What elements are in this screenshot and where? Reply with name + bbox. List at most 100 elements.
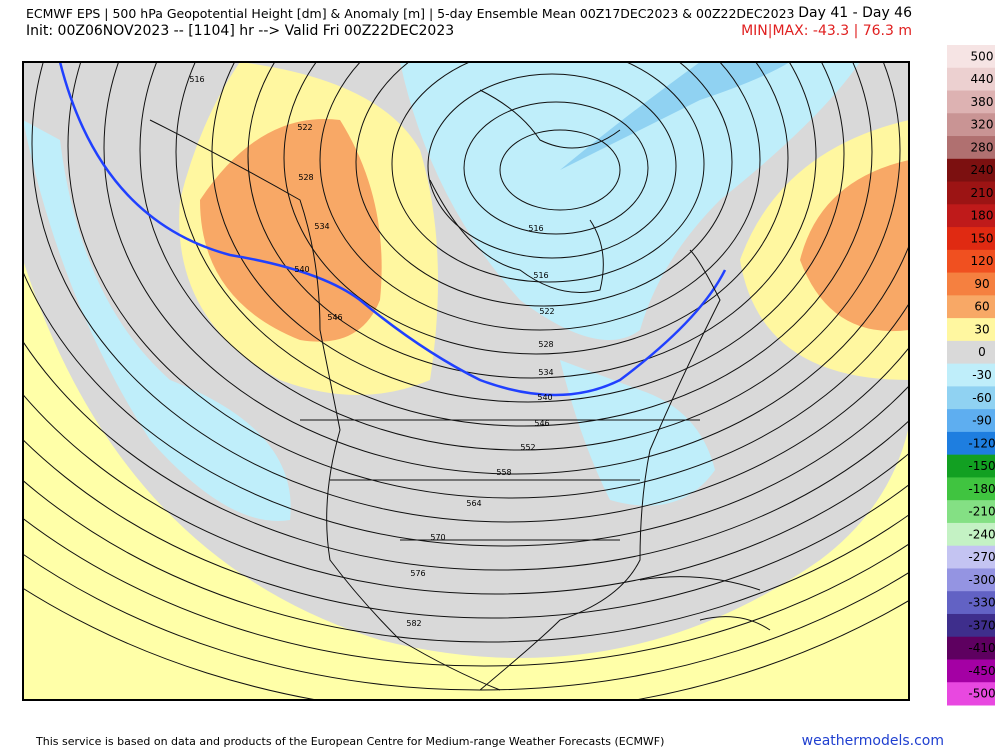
contour-label: 534 (314, 222, 329, 231)
colorbar-swatch (947, 249, 995, 274)
contour-label: 558 (496, 468, 511, 477)
minmax: MIN|MAX: -43.3 | 76.3 m (741, 23, 912, 39)
contour-label: 516 (528, 224, 543, 233)
colorbar-label: -330 (968, 596, 995, 610)
colorbar-swatch (947, 568, 995, 592)
colorbar-swatch (947, 318, 995, 342)
contour-line (391, 62, 705, 283)
colorbar-label: -240 (968, 527, 995, 541)
contour-line (139, 62, 901, 451)
contour-label: 540 (294, 265, 309, 274)
contour-label: 522 (297, 123, 312, 132)
days: Day 41 - Day 46 (798, 5, 912, 21)
contour-line (247, 62, 817, 379)
colorbar-label: -450 (968, 664, 995, 678)
colorbar-label: -210 (968, 505, 995, 519)
colorbar-swatch (947, 204, 995, 228)
contour-label: 528 (298, 173, 313, 182)
colorbar-swatch (947, 67, 995, 92)
contour-line (427, 73, 677, 259)
colorbar-label: 30 (974, 322, 989, 336)
colorbar-swatch (947, 477, 995, 501)
colorbar-label: 320 (971, 118, 994, 132)
contour-label: 540 (537, 393, 552, 402)
map-field (23, 62, 909, 700)
contour-line (23, 340, 909, 571)
contour-label: 570 (430, 533, 445, 542)
contour-line (23, 479, 909, 643)
colorbar-swatch (947, 682, 995, 706)
colorbar-swatch (947, 500, 995, 524)
colorbar-swatch (947, 454, 995, 478)
colorbar-swatch (947, 181, 995, 205)
colorbar-label: 380 (971, 95, 994, 109)
colorbar-swatch (947, 363, 995, 387)
colorbar-swatch (947, 295, 995, 319)
contour-line (23, 393, 909, 595)
contour-line (23, 438, 909, 619)
contour-label: 516 (533, 271, 548, 280)
colorbar-label: 150 (971, 231, 994, 245)
colorbar-label: -300 (968, 573, 995, 587)
contour-label: 582 (406, 619, 421, 628)
colorbar-label: 180 (971, 209, 994, 223)
contour-line (175, 62, 873, 427)
colorbar-swatch (947, 409, 995, 433)
colorbar-swatch (947, 45, 995, 69)
colorbar-label: -500 (968, 687, 995, 701)
colorbar-swatch (947, 431, 995, 456)
contour-label: 564 (466, 499, 481, 508)
colorbar-swatch (947, 659, 995, 683)
colorbar-swatch (947, 227, 995, 251)
colorbar-label: -270 (968, 550, 995, 564)
colorbar-swatch (947, 613, 995, 638)
colorbar-swatch (947, 158, 995, 183)
contour-line (463, 101, 649, 235)
contour-line (319, 62, 761, 331)
colorbar-swatch (947, 113, 995, 137)
colorbar-label: -60 (972, 391, 992, 405)
map-frame (22, 61, 910, 701)
colorbar-label: 500 (971, 49, 994, 63)
colorbar-label: -120 (968, 436, 995, 450)
disclaimer: This service is based on data and produc… (35, 735, 664, 748)
contour-line (23, 270, 909, 547)
colorbar-swatch (947, 340, 995, 365)
colorbar-label: 440 (971, 72, 994, 86)
contour-line (31, 62, 909, 523)
contour-line (211, 62, 845, 403)
contour-line (283, 62, 789, 355)
contour-label: 528 (538, 340, 553, 349)
init: Init: 00Z06NOV2023 -- [1104] hr --> Vali… (26, 23, 455, 39)
colorbar-label: 60 (974, 300, 989, 314)
contour-line (23, 517, 909, 667)
contour-label: 552 (520, 443, 535, 452)
colorbar-label: -410 (968, 641, 995, 655)
colorbar-label: -180 (968, 482, 995, 496)
colorbar-swatch (947, 136, 995, 160)
colorbar-label: 210 (971, 186, 994, 200)
colorbar-label: -150 (968, 459, 995, 473)
colorbar-swatch (947, 272, 995, 296)
colorbar-label: 240 (971, 163, 994, 177)
colorbar-label: -90 (972, 414, 992, 428)
contour-line (499, 129, 621, 211)
colorbar-label: 280 (971, 140, 994, 154)
contour-line (355, 62, 733, 307)
colorbar-swatch (947, 522, 995, 547)
contour-line (103, 62, 909, 475)
contour-label: 534 (538, 368, 553, 377)
colorbar-swatch (947, 636, 995, 660)
colorbar-swatch (947, 545, 995, 569)
contour-label: 546 (327, 313, 342, 322)
colorbar-swatch (947, 591, 995, 615)
colorbar-label: 0 (978, 345, 986, 359)
colorbar-swatch (947, 386, 995, 410)
title: ECMWF EPS | 500 hPa Geopotential Height … (26, 6, 795, 21)
contour-label: 576 (410, 569, 425, 578)
site-link[interactable]: weathermodels.com (802, 733, 944, 749)
colorbar-label: -370 (968, 618, 995, 632)
contour-line (67, 62, 909, 499)
